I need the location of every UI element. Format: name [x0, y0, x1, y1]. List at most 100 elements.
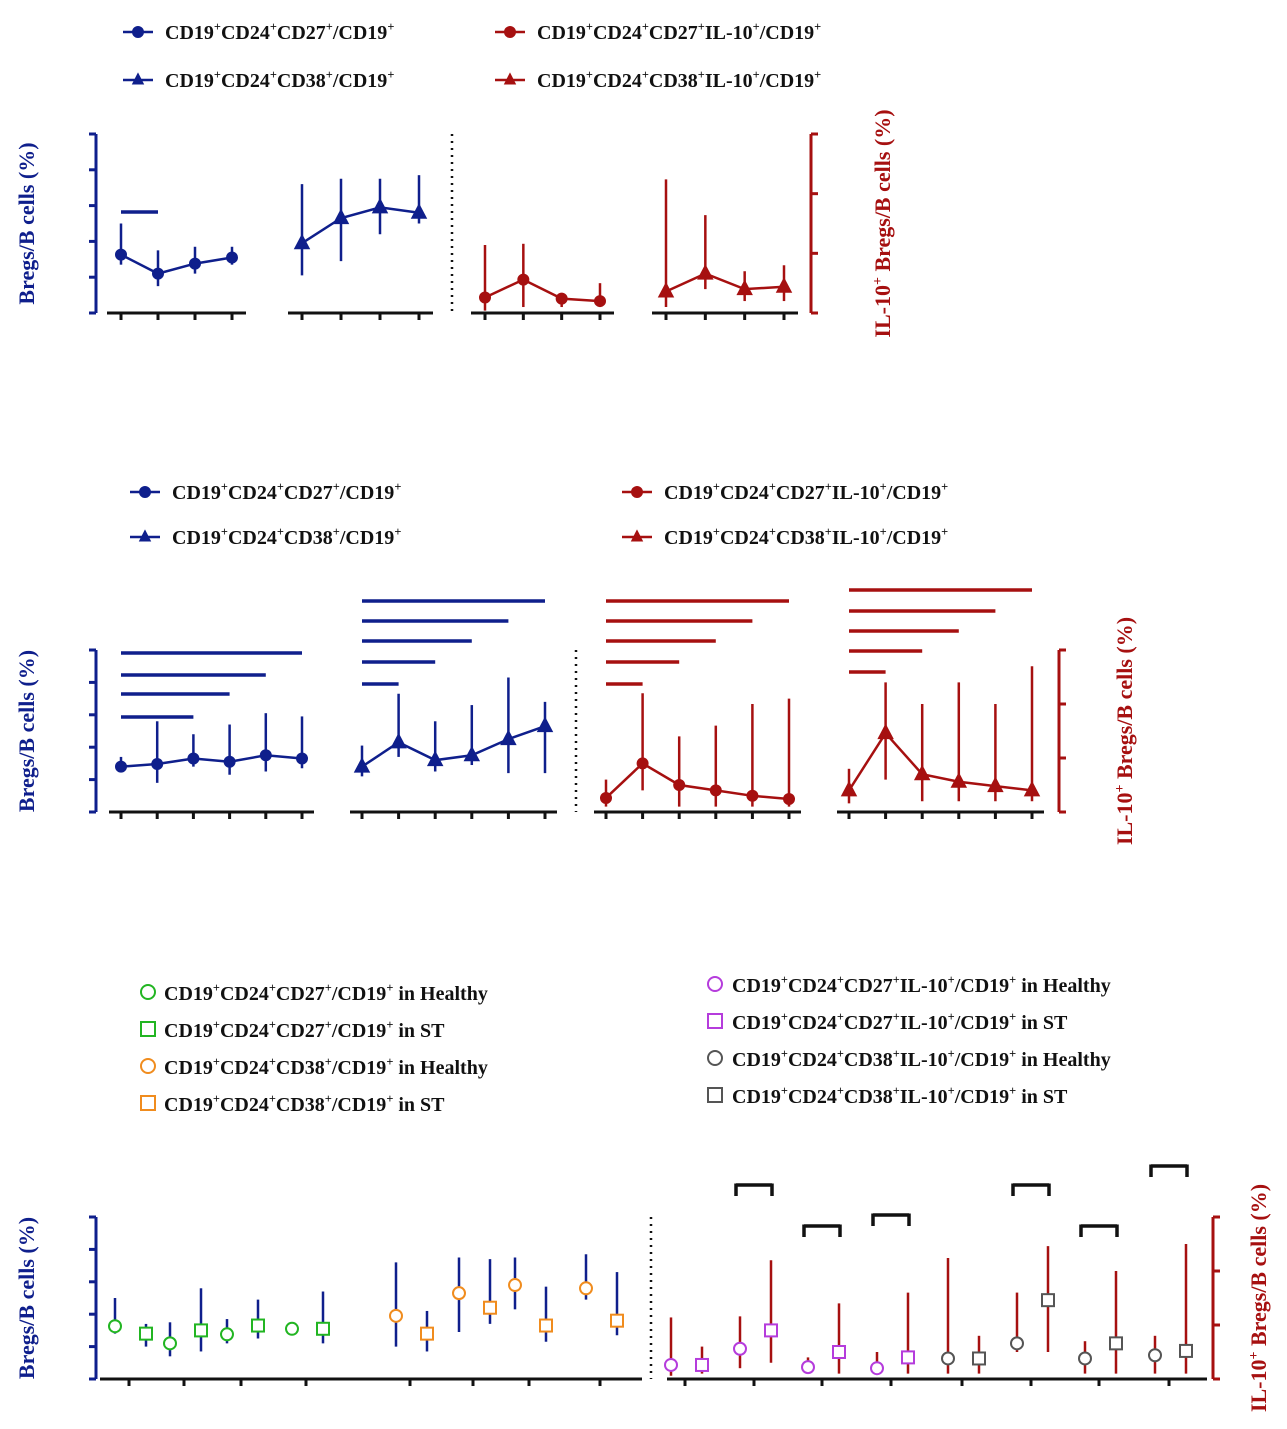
- label-segment: CD38: [276, 1094, 325, 1116]
- data-point-healthy: [941, 1351, 955, 1366]
- data-point-healthy: [452, 1286, 466, 1301]
- legend-c-left-marker: [140, 984, 156, 1000]
- data-point-healthy: [108, 1319, 122, 1334]
- legend-c-right-marker: [707, 976, 723, 992]
- data-point: [600, 791, 612, 804]
- data-point: [950, 772, 968, 788]
- superscript-plus: +: [1009, 1047, 1016, 1061]
- superscript-plus: +: [753, 20, 760, 34]
- superscript-plus: +: [948, 973, 955, 987]
- superscript-plus: +: [825, 480, 832, 494]
- left-y-axis-label: Bregs/B cells (%): [14, 1217, 39, 1379]
- superscript-plus: +: [837, 973, 844, 987]
- label-segment: CD19: [537, 70, 586, 92]
- label-segment: /CD19: [331, 1020, 386, 1042]
- data-point-healthy: [220, 1327, 234, 1342]
- series-line: [301, 206, 420, 245]
- superscript-plus: +: [814, 20, 821, 34]
- label-segment: CD19: [664, 527, 713, 549]
- label-segment: CD27: [276, 983, 325, 1005]
- legend-c-left-marker: [140, 1095, 156, 1111]
- label-segment: CD24: [720, 527, 769, 549]
- label-segment: in Healthy: [393, 983, 487, 1005]
- data-point-st: [1041, 1293, 1055, 1308]
- label-segment: CD38: [649, 70, 698, 92]
- superscript-plus: +: [213, 981, 220, 995]
- label-segment: CD19: [732, 975, 781, 997]
- label-segment: CD24: [221, 22, 270, 44]
- superscript-plus: +: [880, 525, 887, 539]
- legend-c-left-marker: [140, 1058, 156, 1074]
- data-point-st: [1179, 1343, 1193, 1358]
- label-segment: /CD19: [954, 1049, 1009, 1071]
- legend-b-cd27-marker: [139, 486, 151, 498]
- label-segment: /CD19: [954, 975, 1009, 997]
- data-point: [115, 248, 127, 261]
- superscript-plus: +: [387, 68, 394, 82]
- label-segment: Bregs/B cells (%): [1246, 1184, 1271, 1352]
- superscript-plus: +: [326, 68, 333, 82]
- label-segment: in ST: [393, 1020, 445, 1042]
- superscript-plus: +: [325, 1018, 332, 1032]
- data-point: [709, 784, 722, 797]
- label-segment: CD19: [164, 1020, 213, 1042]
- superscript-plus: +: [642, 20, 649, 34]
- data-point: [536, 716, 554, 733]
- label-segment: CD24: [220, 1020, 269, 1042]
- superscript-plus: +: [214, 20, 221, 34]
- label-segment: CD24: [788, 1012, 837, 1034]
- data-point-healthy: [1010, 1336, 1024, 1351]
- superscript-plus: +: [394, 480, 401, 494]
- superscript-plus: +: [213, 1092, 220, 1106]
- legend-c-right-label: CD19+CD24+CD38+IL-10+/CD19+ in Healthy: [732, 1047, 1111, 1071]
- label-segment: CD19: [732, 1049, 781, 1071]
- label-segment: CD24: [593, 22, 642, 44]
- data-point-healthy: [1078, 1351, 1092, 1366]
- data-point-healthy: [389, 1308, 403, 1323]
- label-segment: /CD19: [332, 22, 387, 44]
- label-segment: CD19: [537, 22, 586, 44]
- legend-a-cd38-label: CD19+CD24+CD38+/CD19+: [165, 68, 394, 92]
- data-point: [840, 780, 858, 797]
- label-segment: CD19: [172, 482, 221, 504]
- superscript-plus: +: [781, 1047, 788, 1061]
- data-point-st: [420, 1326, 434, 1341]
- label-segment: CD24: [228, 527, 277, 549]
- data-point: [226, 251, 238, 264]
- label-segment: IL-10: [832, 527, 880, 549]
- data-point: [783, 793, 795, 806]
- label-segment: in Healthy: [1016, 1049, 1110, 1071]
- superscript-plus: +: [837, 1084, 844, 1098]
- data-point: [517, 273, 530, 286]
- series-line: [605, 761, 790, 801]
- data-point-st: [483, 1300, 497, 1315]
- data-point: [746, 789, 759, 802]
- data-point-st: [832, 1345, 846, 1359]
- superscript-plus: +: [325, 1055, 332, 1069]
- superscript-plus: +: [277, 480, 284, 494]
- data-point: [657, 281, 675, 298]
- superscript-plus: +: [781, 1084, 788, 1098]
- label-segment: IL-10: [1112, 793, 1137, 846]
- label-segment: IL-10: [900, 1086, 948, 1108]
- label-segment: IL-10: [900, 975, 948, 997]
- legend-c-left-label: CD19+CD24+CD38+/CD19+ in Healthy: [164, 1055, 488, 1079]
- label-segment: /CD19: [331, 983, 386, 1005]
- label-segment: CD19: [732, 1012, 781, 1034]
- superscript-plus: +: [753, 68, 760, 82]
- data-point: [426, 750, 444, 767]
- label-segment: IL-10: [832, 482, 880, 504]
- legend-c-left-marker: [140, 1021, 156, 1037]
- label-segment: CD38: [277, 70, 326, 92]
- data-point: [913, 764, 931, 781]
- legend-a-cd27-il10-marker: [504, 26, 516, 38]
- series-line: [484, 278, 601, 303]
- legend-c-left-label: CD19+CD24+CD27+/CD19+ in Healthy: [164, 981, 488, 1005]
- superscript-plus: +: [948, 1010, 955, 1024]
- label-segment: CD38: [776, 527, 825, 549]
- data-point-healthy: [870, 1361, 884, 1376]
- superscript-plus: +: [941, 480, 948, 494]
- superscript-plus: +: [698, 68, 705, 82]
- legend-a-cd38-il10-marker: [503, 72, 517, 85]
- superscript-plus: +: [269, 981, 276, 995]
